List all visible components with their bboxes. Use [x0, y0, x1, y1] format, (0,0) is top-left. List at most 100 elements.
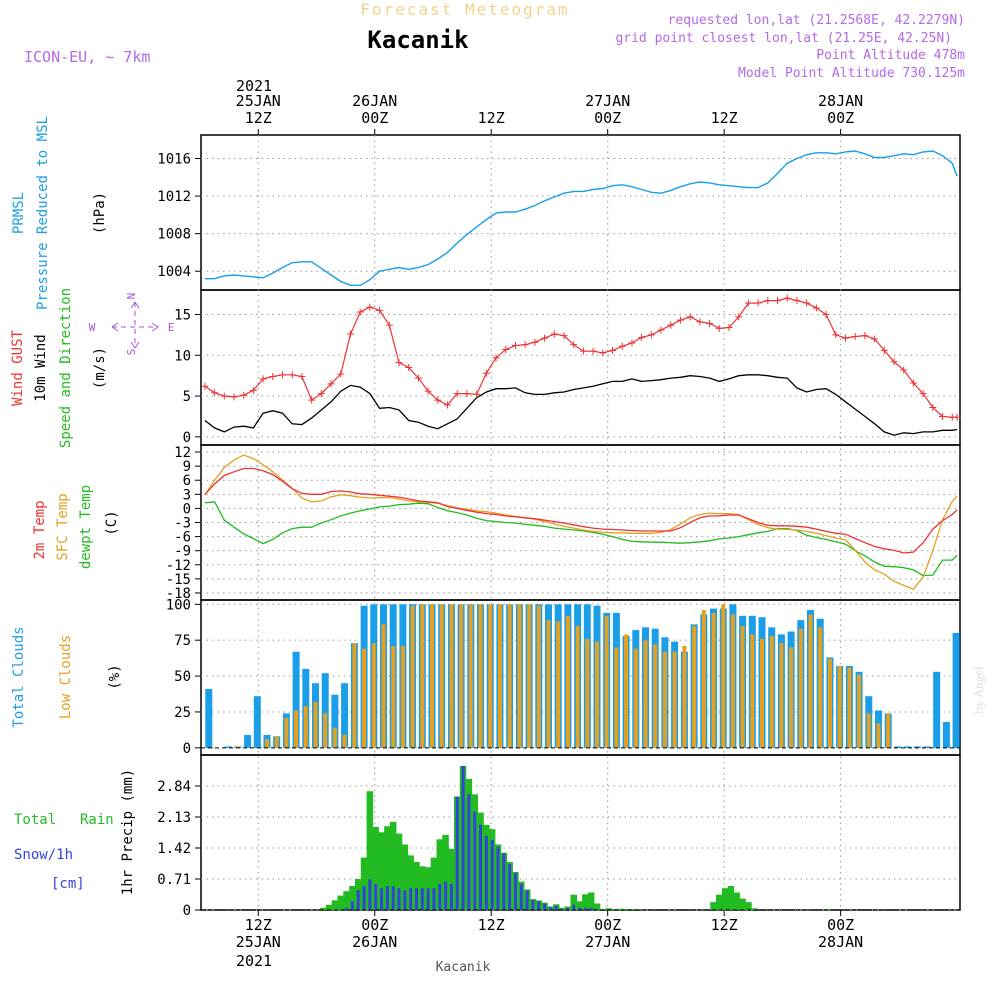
clouds-unit-label: (%): [107, 664, 123, 689]
low-cloud-bar: [837, 666, 842, 748]
gust-marker: [880, 346, 888, 354]
total-precip-bar: [617, 908, 624, 910]
precip-ytick-label: 0: [183, 903, 191, 919]
point-altitude: Point Altitude 478m: [816, 48, 965, 63]
gust-marker: [696, 318, 704, 326]
total-precip-bar: [389, 821, 397, 910]
gust-marker: [376, 306, 384, 314]
total-cloud-bar: [253, 696, 261, 748]
gust-marker: [841, 334, 849, 342]
gust-marker: [288, 371, 296, 379]
total-cloud-bar: [933, 671, 941, 748]
gust-marker: [531, 338, 539, 346]
low-cloud-bar: [798, 628, 803, 748]
total-precip-bar: [325, 904, 333, 910]
gust-marker: [570, 341, 578, 349]
gust-marker: [657, 326, 665, 334]
snow-bar: [455, 796, 459, 910]
low-cloud-bar: [517, 604, 522, 748]
low-cloud-bar: [420, 604, 425, 748]
gust-marker: [482, 369, 490, 377]
snow-bar: [345, 907, 349, 910]
gust-marker: [793, 297, 801, 305]
gust-marker: [900, 366, 908, 374]
low-cloud-bar: [527, 604, 532, 748]
gust-marker: [647, 331, 655, 339]
gust-marker: [240, 391, 248, 399]
gust-marker: [492, 354, 500, 362]
low-cloud-bar: [779, 643, 784, 748]
gust-marker: [434, 396, 442, 404]
low-cloud-bar: [565, 615, 570, 748]
total-precip-bar: [727, 886, 735, 910]
snow-bar: [409, 888, 413, 910]
snow-bar: [502, 853, 506, 910]
low-cloud-bar: [701, 610, 706, 748]
low-cloud-bar: [789, 647, 794, 748]
total-precip-bar: [570, 894, 577, 910]
temperature-ytick-label: 9: [183, 459, 191, 475]
precip-rain-label: Rain: [80, 812, 114, 828]
gust-marker: [579, 347, 587, 355]
total-clouds-label: Total Clouds: [11, 626, 27, 727]
low-cloud-bar: [808, 614, 813, 748]
total-cloud-bar: [224, 746, 232, 748]
gust-marker: [444, 401, 452, 409]
total-precip-bar: [582, 894, 589, 910]
bottom-time-label: 00Z: [827, 916, 854, 934]
low-cloud-bar: [730, 614, 735, 748]
grid-lonlat: grid point closest lon,lat (21.25E, 42.2…: [615, 31, 952, 46]
gust-marker: [395, 359, 403, 367]
snow-bar: [519, 883, 523, 910]
top-time-label: 00Z: [361, 109, 388, 127]
pressure-labels: PRMSL Pressure Reduced to MSL (hPa): [11, 116, 108, 310]
top-time-label: 00Z: [594, 109, 621, 127]
gust-marker: [744, 299, 752, 307]
snow-bar: [385, 886, 389, 910]
snow-bar: [449, 883, 453, 910]
total-precip-bar: [733, 892, 740, 910]
snow-bar: [461, 765, 465, 910]
snow-bar: [432, 888, 436, 910]
gust-marker: [473, 390, 481, 398]
total-cloud-bar: [923, 746, 931, 748]
t2m-label: 2m Temp: [32, 500, 48, 559]
precip-ytick-label: 0.71: [157, 872, 191, 888]
snow-bar: [467, 794, 471, 910]
gust-marker: [366, 303, 374, 311]
temperature-ytick-label: -15: [166, 572, 191, 588]
gust-marker: [638, 333, 646, 341]
gust-marker: [851, 333, 859, 340]
total-precip-bar: [721, 888, 729, 910]
precip-ytick-label: 1.42: [157, 841, 191, 857]
prmsl-label: PRMSL: [11, 192, 27, 234]
low-clouds-label: Low Clouds: [58, 635, 74, 719]
low-cloud-bar: [284, 717, 289, 748]
gust-marker: [337, 370, 345, 378]
gust-marker: [618, 342, 626, 350]
pressure-ytick-label: 1016: [157, 151, 191, 167]
snow-bar: [578, 907, 581, 910]
low-cloud-bar: [866, 713, 871, 748]
pressure-line: [204, 150, 958, 286]
low-cloud-bar: [342, 734, 347, 748]
snow-bar: [426, 888, 430, 910]
total-cloud-bar: [341, 683, 349, 748]
snow-bar: [403, 890, 407, 910]
dewpt-line: [204, 501, 958, 577]
gust-marker: [424, 387, 432, 395]
total-cloud-bar: [331, 694, 339, 748]
pressure-reduced-label: Pressure Reduced to MSL: [35, 116, 51, 310]
pressure-ytick-label: 1004: [157, 264, 191, 280]
top-time-label: 12Z: [478, 109, 505, 127]
marks-layer: [201, 150, 961, 911]
temperature-ytick-label: -12: [166, 558, 191, 574]
low-cloud-bar: [371, 643, 376, 748]
low-cloud-bar: [827, 658, 832, 748]
tsfc-line: [204, 454, 958, 590]
gust-marker: [628, 339, 636, 347]
precip-labels: Total Rain Snow/1h [cm] 1hr Precip (mm): [14, 769, 136, 895]
low-cloud-bar: [692, 625, 697, 748]
pressure-unit-label: (hPa): [92, 192, 108, 234]
total-precip-bar: [826, 909, 834, 910]
